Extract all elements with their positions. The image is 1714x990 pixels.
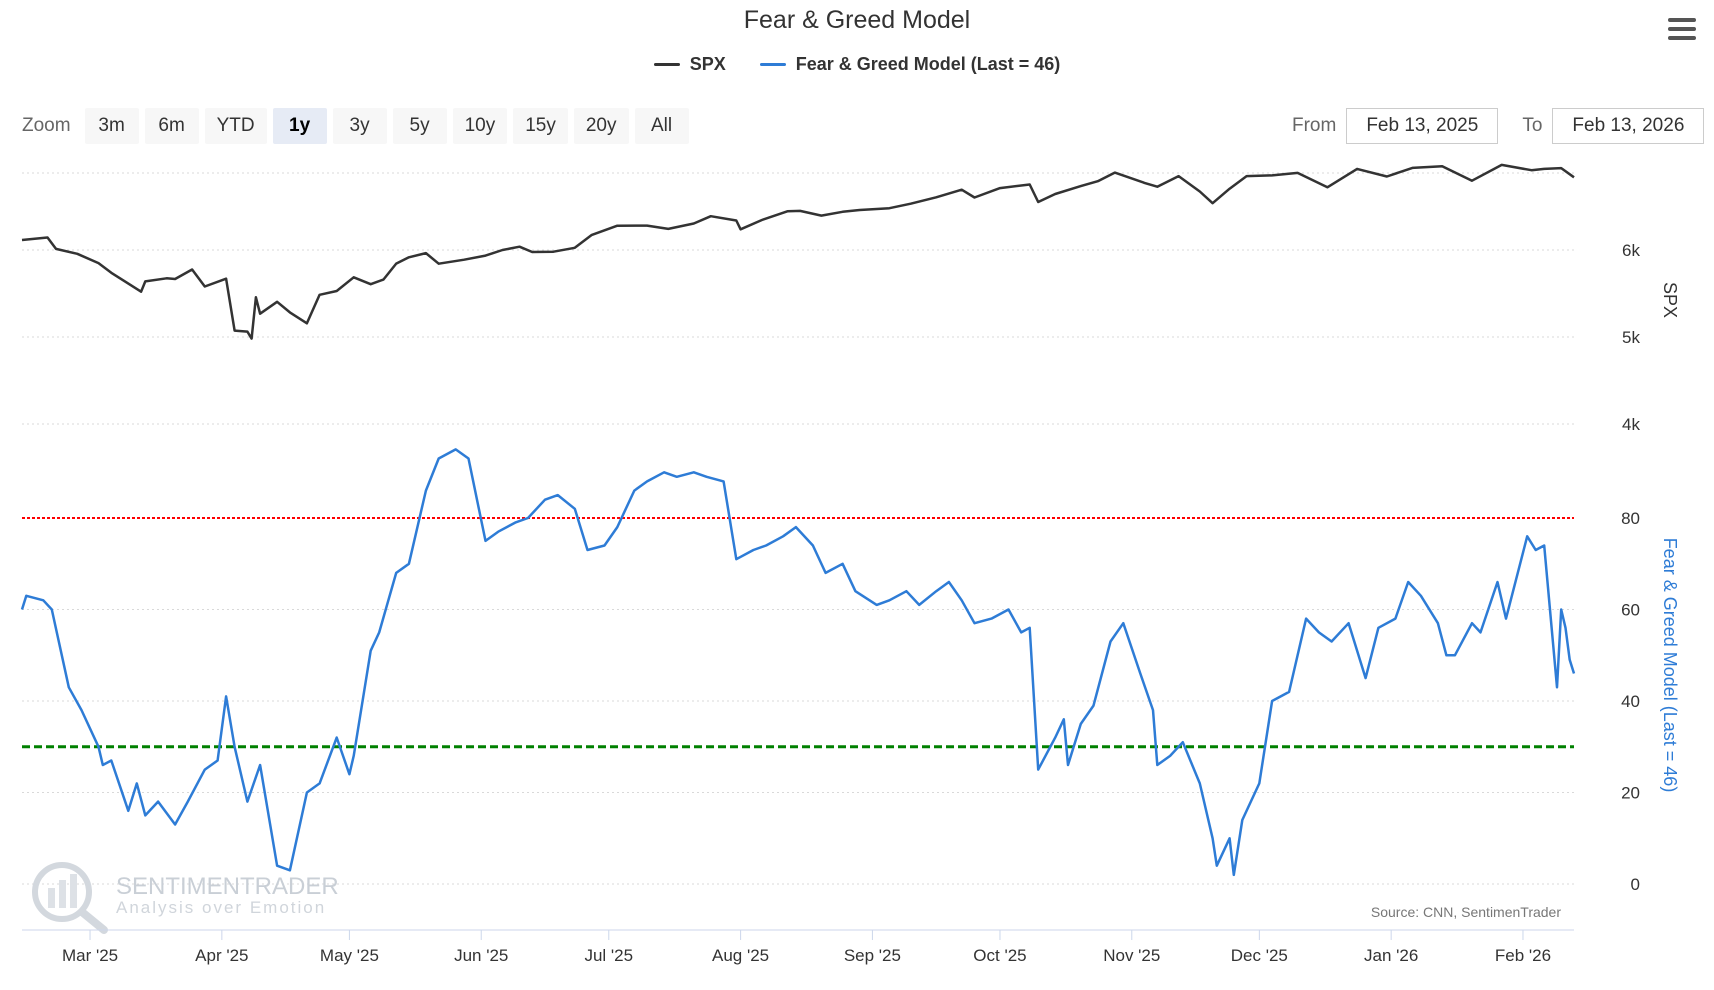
x-tick-label: Jun '25 (454, 946, 508, 965)
fear-greed-axis-title: Fear & Greed Model (Last = 46) (1660, 538, 1680, 793)
fear-greed-line (20, 448, 1576, 877)
watermark-title: SENTIMENTRADER (116, 873, 339, 900)
zoom-bar: Zoom 3m 6m YTD 1y 3y 5y 10y 15y 20y All (22, 108, 689, 144)
legend-swatch-fear-greed (759, 63, 786, 66)
zoom-button-3y[interactable]: 3y (332, 108, 387, 144)
fear-greed-tick-label: 80 (1621, 509, 1640, 528)
x-tick-label: Sep '25 (844, 946, 901, 965)
legend-item-spx[interactable]: SPX (653, 54, 726, 75)
menu-bar-middle (1668, 27, 1696, 31)
zoom-label: Zoom (22, 115, 71, 136)
x-tick-label: Nov '25 (1103, 946, 1160, 965)
zoom-button-6m[interactable]: 6m (144, 108, 199, 144)
zoom-button-1y[interactable]: 1y (272, 108, 327, 144)
from-date-input[interactable] (1346, 108, 1499, 144)
from-label: From (1292, 115, 1337, 136)
x-axis: Mar '25 Apr '25 May '25 Jun '25 Jul '25 Aug '… (22, 929, 1574, 965)
spx-tick-label: 4k (1622, 415, 1640, 434)
series-lines (20, 163, 1576, 877)
hamburger-menu-icon[interactable] (1668, 18, 1696, 42)
y-axis-fear-greed: 0 20 40 60 80 (1621, 509, 1640, 894)
zoom-button-5y[interactable]: 5y (392, 108, 447, 144)
magnifier-chart-logo-icon (32, 862, 108, 934)
legend-item-fear-greed[interactable]: Fear & Greed Model (Last = 46) (759, 54, 1061, 75)
legend-label-fear-greed: Fear & Greed Model (Last = 46) (795, 54, 1061, 74)
x-tick-label: Oct '25 (973, 946, 1026, 965)
to-date-input[interactable] (1552, 108, 1705, 144)
x-tick-label: Dec '25 (1231, 946, 1288, 965)
chart-title: Fear & Greed Model (743, 6, 971, 34)
zoom-button-all[interactable]: All (634, 108, 689, 144)
y-axis-spx: 6k 5k 4k (1622, 241, 1640, 434)
x-tick-label: Jan '26 (1364, 946, 1418, 965)
date-range-selector: From To (1292, 108, 1705, 144)
watermark: SENTIMENTRADER Analysis over Emotion (32, 862, 339, 934)
x-tick-label: Apr '25 (195, 946, 248, 965)
x-tick-label: Feb '26 (1495, 946, 1551, 965)
watermark-subtitle: Analysis over Emotion (116, 898, 326, 917)
zoom-button-3m[interactable]: 3m (84, 108, 139, 144)
spx-axis-title: SPX (1660, 282, 1680, 318)
menu-bar-top (1668, 18, 1696, 22)
zoom-button-15y[interactable]: 15y (513, 108, 568, 144)
x-tick-label: May '25 (320, 946, 379, 965)
to-label: To (1522, 115, 1543, 136)
zoom-button-ytd[interactable]: YTD (204, 108, 267, 144)
x-tick-label: Aug '25 (712, 946, 769, 965)
fear-greed-tick-label: 40 (1621, 692, 1640, 711)
legend-label-spx: SPX (689, 54, 726, 74)
zoom-button-10y[interactable]: 10y (452, 108, 508, 144)
fear-greed-tick-label: 60 (1621, 601, 1640, 620)
spx-tick-label: 5k (1622, 328, 1640, 347)
reference-lines (22, 517, 1574, 749)
legend: SPX Fear & Greed Model (Last = 46) (0, 54, 1714, 75)
x-tick-label: Mar '25 (62, 946, 118, 965)
legend-swatch-spx (653, 63, 680, 66)
fear-greed-tick-label: 0 (1631, 875, 1640, 894)
zoom-button-20y[interactable]: 20y (573, 108, 629, 144)
spx-tick-label: 6k (1622, 241, 1640, 260)
spx-line (21, 163, 1575, 340)
menu-bar-bottom (1668, 36, 1696, 40)
x-tick-label: Jul '25 (584, 946, 633, 965)
fear-greed-tick-label: 20 (1621, 784, 1640, 803)
credits: Source: CNN, SentimenTrader (1371, 904, 1561, 920)
